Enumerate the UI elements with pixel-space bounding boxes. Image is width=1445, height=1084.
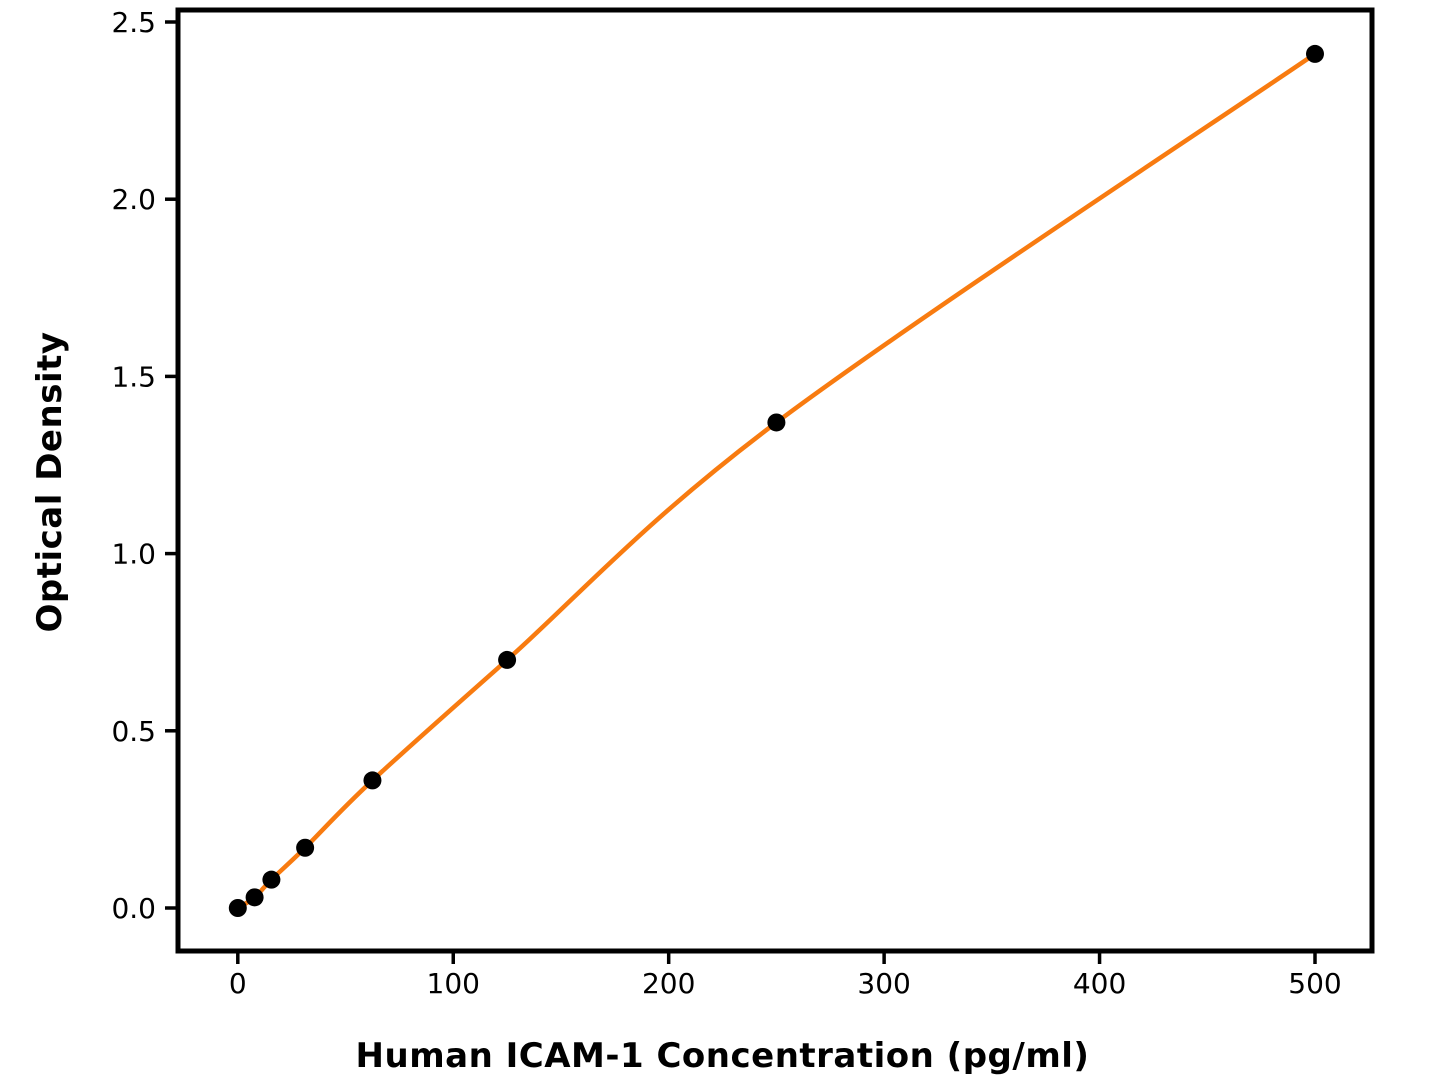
- x-axis-label: Human ICAM-1 Concentration (pg/ml): [355, 1036, 1090, 1076]
- x-tick-label: 200: [642, 967, 695, 1000]
- data-point: [245, 888, 264, 907]
- y-tick-label: 1.5: [111, 360, 156, 393]
- fit-curve: [235, 51, 1318, 911]
- data-point: [228, 899, 247, 917]
- y-axis-label: Optical Density: [30, 331, 70, 633]
- x-tick-label: 300: [857, 967, 910, 1000]
- x-tick-label: 400: [1073, 967, 1126, 1000]
- x-tick-label: 0: [229, 967, 247, 1000]
- data-point: [363, 771, 382, 790]
- data-point: [767, 413, 786, 432]
- data-point: [296, 838, 315, 857]
- plot-frame: [175, 7, 1375, 954]
- x-tick-label: 500: [1288, 967, 1341, 1000]
- data-point: [1306, 44, 1324, 63]
- data-point: [262, 870, 281, 889]
- data-point: [498, 650, 517, 669]
- y-tick-label: 2.5: [111, 6, 156, 39]
- y-tick-label: 0.0: [111, 892, 156, 925]
- x-tick-label: 100: [427, 967, 480, 1000]
- y-tick-label: 1.0: [111, 538, 156, 571]
- y-tick-label: 0.5: [111, 715, 156, 748]
- y-tick-label: 2.0: [111, 183, 156, 216]
